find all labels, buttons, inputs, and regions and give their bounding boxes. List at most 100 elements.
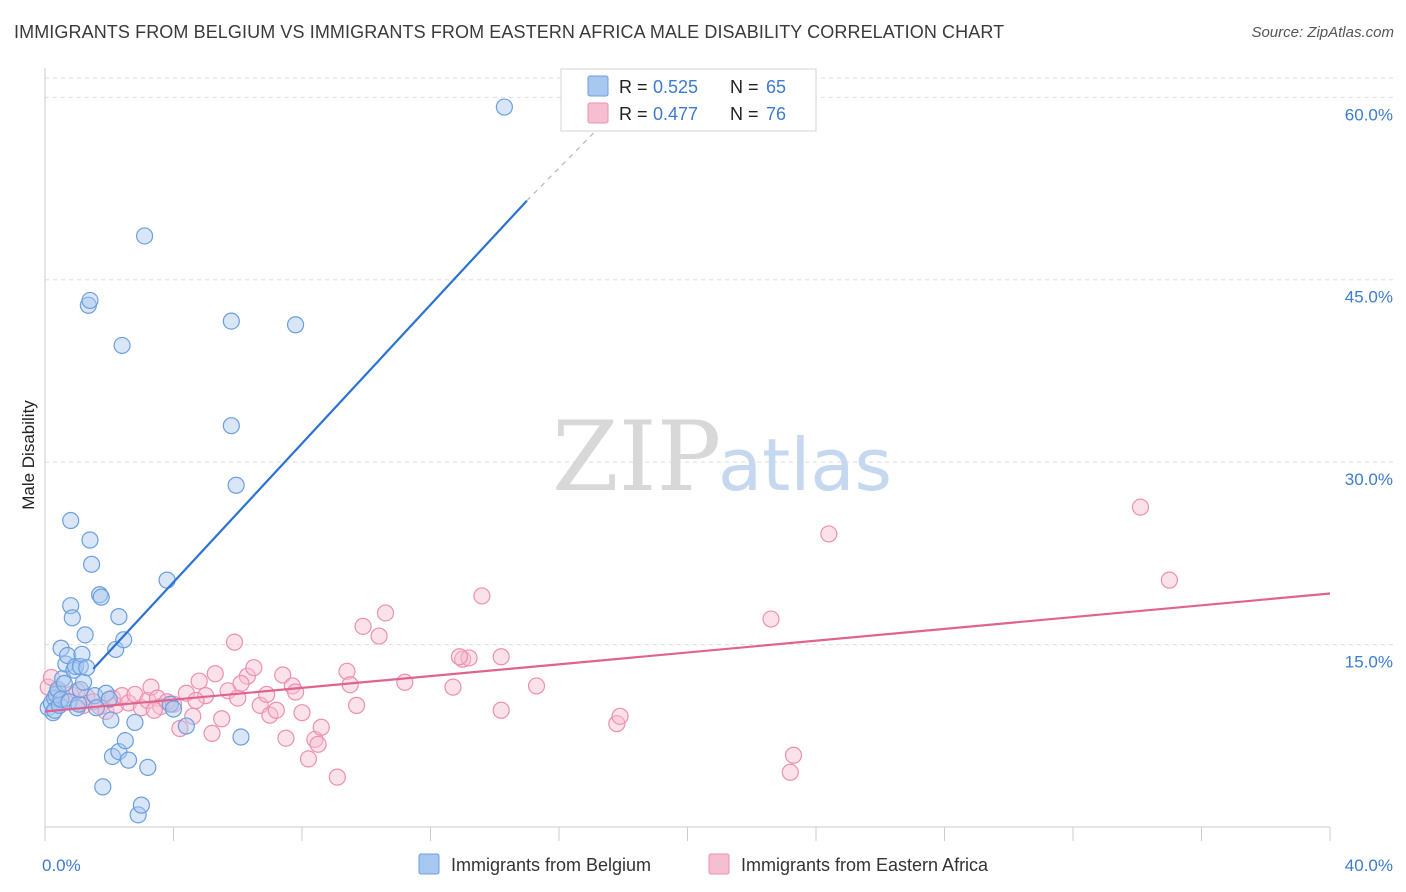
belgium-point-49 [129,806,147,824]
trend-extension-belgium [526,109,618,202]
eastern-africa-point-64 [611,707,629,725]
eastern-africa-point-68 [820,525,838,543]
eastern-africa-point-53 [370,627,388,645]
stats-n-value-belgium: 65 [766,77,786,97]
eastern-africa-point-28 [206,665,224,683]
y-tick-labels: 15.0% 30.0% 45.0% 60.0% [1345,105,1393,671]
belgium-point-39 [102,711,120,729]
chart-title: IMMIGRANTS FROM BELGIUM VS IMMIGRANTS FR… [14,22,1005,42]
belgium-point-61 [286,316,305,334]
belgium-point-62 [495,98,513,116]
x-tick-label-40: 40.0% [1345,856,1393,875]
belgium-point-56 [177,717,195,735]
eastern-africa-point-39 [274,666,292,684]
stats-r-value-eastern-africa: 0.477 [653,104,698,124]
eastern-africa-point-49 [338,662,356,680]
eastern-africa-point-27 [203,724,221,742]
eastern-africa-point-34 [245,659,263,677]
eastern-africa-point-75 [232,674,250,693]
x-tick-labels: 0.0% 40.0% [42,856,1393,875]
belgium-point-55 [164,700,183,718]
eastern-africa-point-29 [213,710,231,728]
eastern-africa-point-67 [781,763,799,781]
eastern-africa-point-52 [354,617,372,635]
belgium-point-35 [92,588,110,606]
belgium-point-50 [132,796,150,814]
eastern-africa-point-60 [492,648,510,666]
belgium-point-57 [222,312,240,330]
y-tick-label-30: 30.0% [1345,470,1393,489]
stats-r-label-belgium: R = [619,77,648,97]
eastern-africa-point-57 [454,650,472,668]
belgium-point-45 [115,631,133,649]
eastern-africa-point-59 [473,587,491,605]
source-credit: Source: ZipAtlas.com [1251,24,1394,41]
eastern-africa-point-43 [293,704,311,722]
belgium-point-47 [119,751,138,769]
eastern-africa-point-40 [277,729,295,747]
belgium-point-25 [74,673,93,691]
legend-swatch-belgium [418,853,440,875]
belgium-point-26 [76,626,94,644]
belgium-point-43 [110,608,128,626]
belgium-point-24 [73,645,91,663]
stats-swatch-eastern-africa [587,102,609,124]
x-tick-label-0: 0.0% [42,856,81,875]
watermark-atlas: atlas [718,423,892,507]
eastern-africa-point-17 [142,678,160,696]
stats-r-value-belgium: 0.525 [653,77,698,97]
belgium-point-58 [222,417,240,435]
eastern-africa-point-38 [267,701,285,719]
belgium-point-31 [82,555,101,573]
grid-lines [45,77,1393,646]
stats-r-label-eastern-africa: R = [619,104,648,124]
legend-label-belgium: Immigrants from Belgium [451,855,651,875]
eastern-africa-point-56 [444,678,462,696]
eastern-africa-point-70 [1160,571,1178,589]
belgium-point-29 [81,291,99,310]
eastern-africa-point-55 [396,673,414,691]
y-axis-label: Male Disability [19,400,38,510]
eastern-africa-point-65 [762,610,780,628]
y-tick-label-45: 45.0% [1345,288,1393,307]
belgium-point-38 [100,690,118,708]
belgium-point-52 [139,758,157,777]
belgium-point-59 [227,476,245,494]
eastern-africa-point-69 [1131,498,1150,516]
trend-line-belgium [92,199,528,670]
legend-label-eastern-africa: Immigrants from Eastern Africa [741,855,989,875]
stats-n-value-eastern-africa: 76 [766,104,786,124]
eastern-africa-point-66 [784,746,803,764]
eastern-africa-point-51 [348,696,366,714]
trend-line-eastern-africa [44,592,1331,713]
eastern-africa-point-48 [328,768,346,786]
series-legend: Immigrants from Belgium Immigrants from … [418,853,989,875]
stats-swatch-belgium [587,75,609,97]
belgium-point-36 [94,778,112,796]
belgium-point-17 [63,609,81,627]
belgium-point-60 [232,728,250,746]
eastern-africa-point-61 [492,701,510,719]
legend-swatch-eastern-africa [708,853,730,875]
belgium-point-15 [62,511,80,530]
belgium-point-30 [81,531,99,549]
eastern-africa-point-31 [225,633,244,651]
stats-n-label-belgium: N = [730,77,759,97]
eastern-africa-point-74 [187,691,205,710]
eastern-africa-point-25 [190,672,208,690]
trend-lines [44,109,1331,713]
belgium-point-51 [135,227,154,245]
belgium-point-44 [113,336,131,355]
belgium-point-48 [126,713,144,732]
eastern-africa-point-36 [258,685,276,704]
stats-n-label-eastern-africa: N = [730,104,759,124]
eastern-africa-point-72 [145,701,163,719]
y-tick-label-15: 15.0% [1345,653,1393,672]
watermark: ZIP atlas [552,401,892,513]
eastern-africa-point-54 [376,604,395,622]
belgium-point-42 [110,742,128,761]
eastern-africa-point-62 [527,677,546,695]
eastern-africa-point-42 [286,683,305,701]
eastern-africa-point-46 [309,735,327,753]
